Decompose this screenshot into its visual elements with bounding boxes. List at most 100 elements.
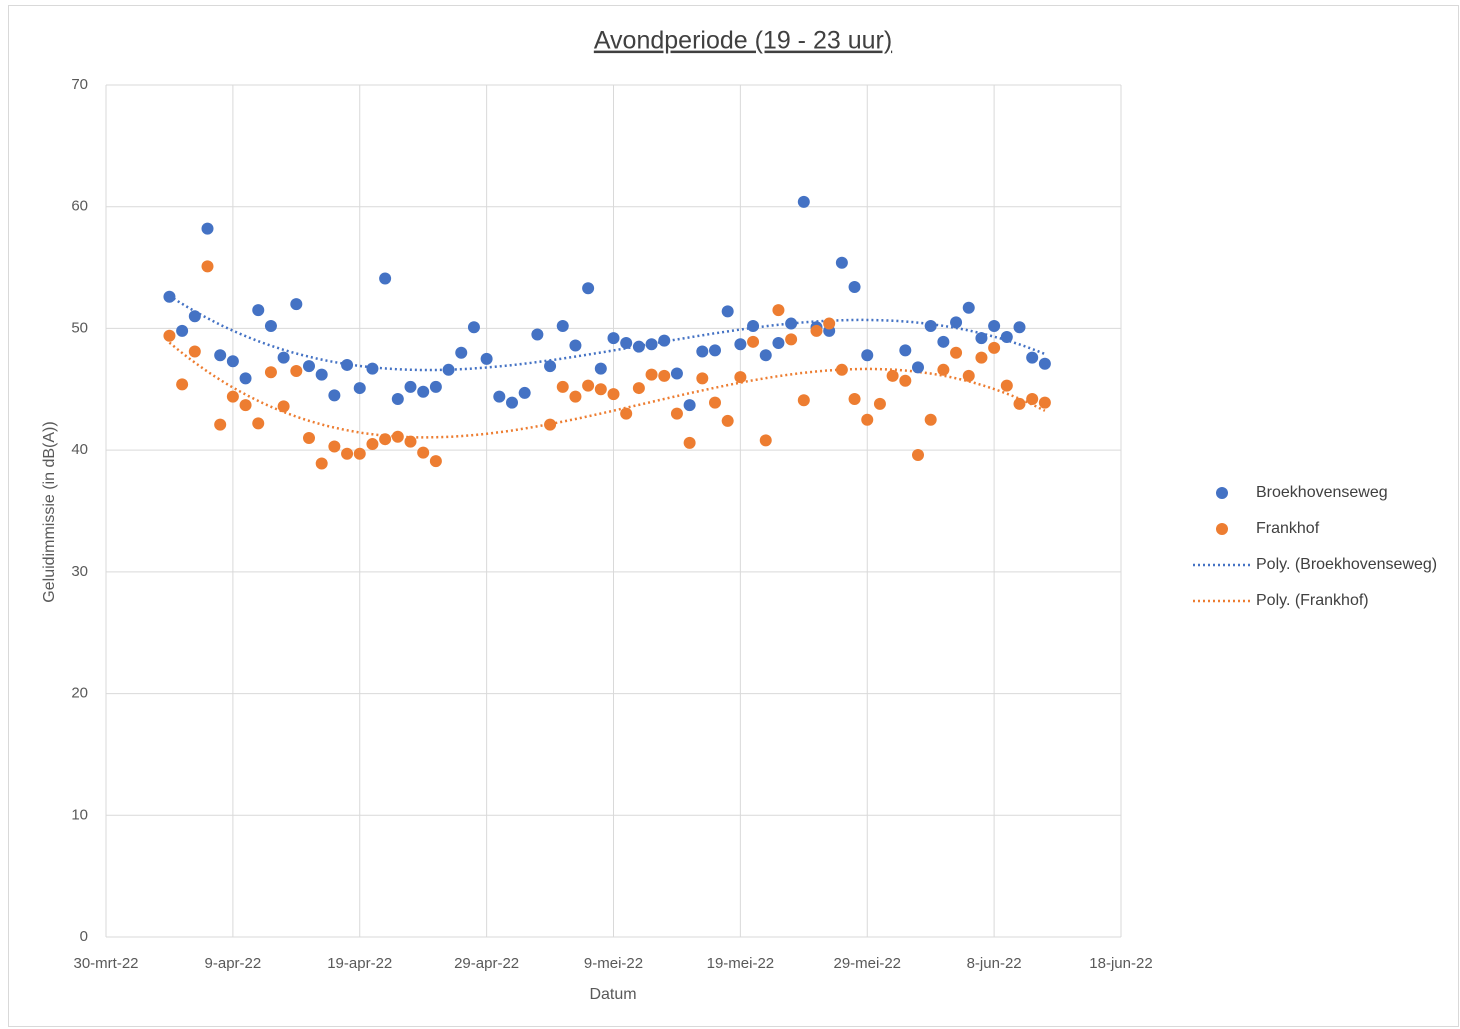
data-point <box>163 329 176 342</box>
data-point <box>1013 397 1026 410</box>
legend-label: Poly. (Frankhof) <box>1256 592 1369 609</box>
data-point <box>594 362 607 375</box>
data-point <box>315 368 328 381</box>
data-point <box>899 374 912 387</box>
data-point <box>670 407 683 420</box>
data-point <box>670 367 683 380</box>
data-point <box>1038 396 1051 409</box>
data-point <box>950 346 963 359</box>
data-point <box>455 346 468 359</box>
data-point <box>239 372 252 385</box>
data-point <box>328 389 341 402</box>
data-point <box>683 436 696 449</box>
data-point <box>264 319 277 332</box>
data-point <box>176 378 189 391</box>
data-point <box>353 382 366 395</box>
legend-label: Poly. (Broekhovenseweg) <box>1256 556 1437 573</box>
y-tick-label: 10 <box>71 806 88 823</box>
y-tick-label: 30 <box>71 563 88 580</box>
data-point <box>290 365 303 378</box>
x-tick-label: 29-apr-22 <box>454 955 519 972</box>
data-point <box>823 317 836 330</box>
data-point <box>366 362 379 375</box>
data-point <box>861 413 874 426</box>
data-point <box>404 435 417 448</box>
data-point <box>176 324 189 337</box>
data-point <box>721 414 734 427</box>
data-point <box>696 345 709 358</box>
data-point <box>721 305 734 318</box>
data-point <box>341 447 354 460</box>
x-tick-label: 30-mrt-22 <box>73 955 138 972</box>
data-point <box>429 455 442 468</box>
data-point <box>544 360 557 373</box>
y-tick-label: 40 <box>71 441 88 458</box>
x-tick-label: 29-mei-22 <box>833 955 901 972</box>
data-point <box>835 363 848 376</box>
data-point <box>201 222 214 235</box>
data-point <box>188 310 201 323</box>
data-point <box>772 337 785 350</box>
data-point <box>556 380 569 393</box>
legend-label: Frankhof <box>1256 520 1320 537</box>
data-point <box>506 396 518 409</box>
data-point <box>252 417 265 430</box>
x-tick-label: 9-mei-22 <box>584 955 643 972</box>
legend-label: Broekhovenseweg <box>1256 484 1388 501</box>
y-axis-title: Geluidimmissie (in dB(A)) <box>41 421 58 602</box>
data-point <box>696 372 709 385</box>
data-point <box>264 366 277 379</box>
data-point <box>759 349 772 362</box>
data-point <box>569 390 582 403</box>
data-point <box>620 407 633 420</box>
data-point <box>277 400 290 413</box>
data-point <box>632 382 645 395</box>
data-point <box>303 360 315 373</box>
data-point <box>607 332 620 345</box>
data-point <box>214 349 227 362</box>
data-point <box>937 363 950 376</box>
data-point <box>924 413 937 426</box>
data-point <box>366 438 379 451</box>
data-point <box>1000 330 1013 343</box>
x-tick-label: 8-jun-22 <box>967 955 1022 972</box>
y-tick-label: 20 <box>71 685 88 702</box>
data-point <box>988 341 1001 354</box>
chart-title: Avondperiode (19 - 23 uur) <box>594 27 892 55</box>
y-tick-label: 70 <box>71 76 88 93</box>
data-point <box>734 371 747 384</box>
y-tick-label: 0 <box>80 928 88 945</box>
data-point <box>1026 351 1039 364</box>
data-point <box>1013 321 1026 334</box>
data-point <box>226 355 239 368</box>
data-point <box>645 338 658 351</box>
data-point <box>950 316 963 329</box>
data-point <box>772 304 785 317</box>
data-point <box>873 397 886 410</box>
data-point <box>163 290 176 303</box>
y-tick-label: 50 <box>71 319 88 336</box>
data-point <box>734 338 747 351</box>
data-point <box>848 393 861 406</box>
data-point <box>569 339 582 352</box>
data-point <box>582 282 595 295</box>
data-point <box>658 369 671 382</box>
data-point <box>226 390 239 403</box>
data-point <box>518 386 531 399</box>
data-point <box>899 344 912 357</box>
data-point <box>544 418 557 431</box>
data-point <box>886 369 899 382</box>
x-tick-label: 18-jun-22 <box>1089 955 1152 972</box>
data-point <box>848 281 861 294</box>
x-tick-label: 19-mei-22 <box>707 955 775 972</box>
data-point <box>785 317 798 330</box>
data-point <box>303 431 315 444</box>
data-point <box>315 457 328 470</box>
data-point <box>962 369 975 382</box>
data-point <box>924 319 937 332</box>
data-point <box>810 324 823 337</box>
x-tick-label: 9-apr-22 <box>205 955 262 972</box>
data-point <box>201 260 214 273</box>
data-point <box>531 328 544 341</box>
